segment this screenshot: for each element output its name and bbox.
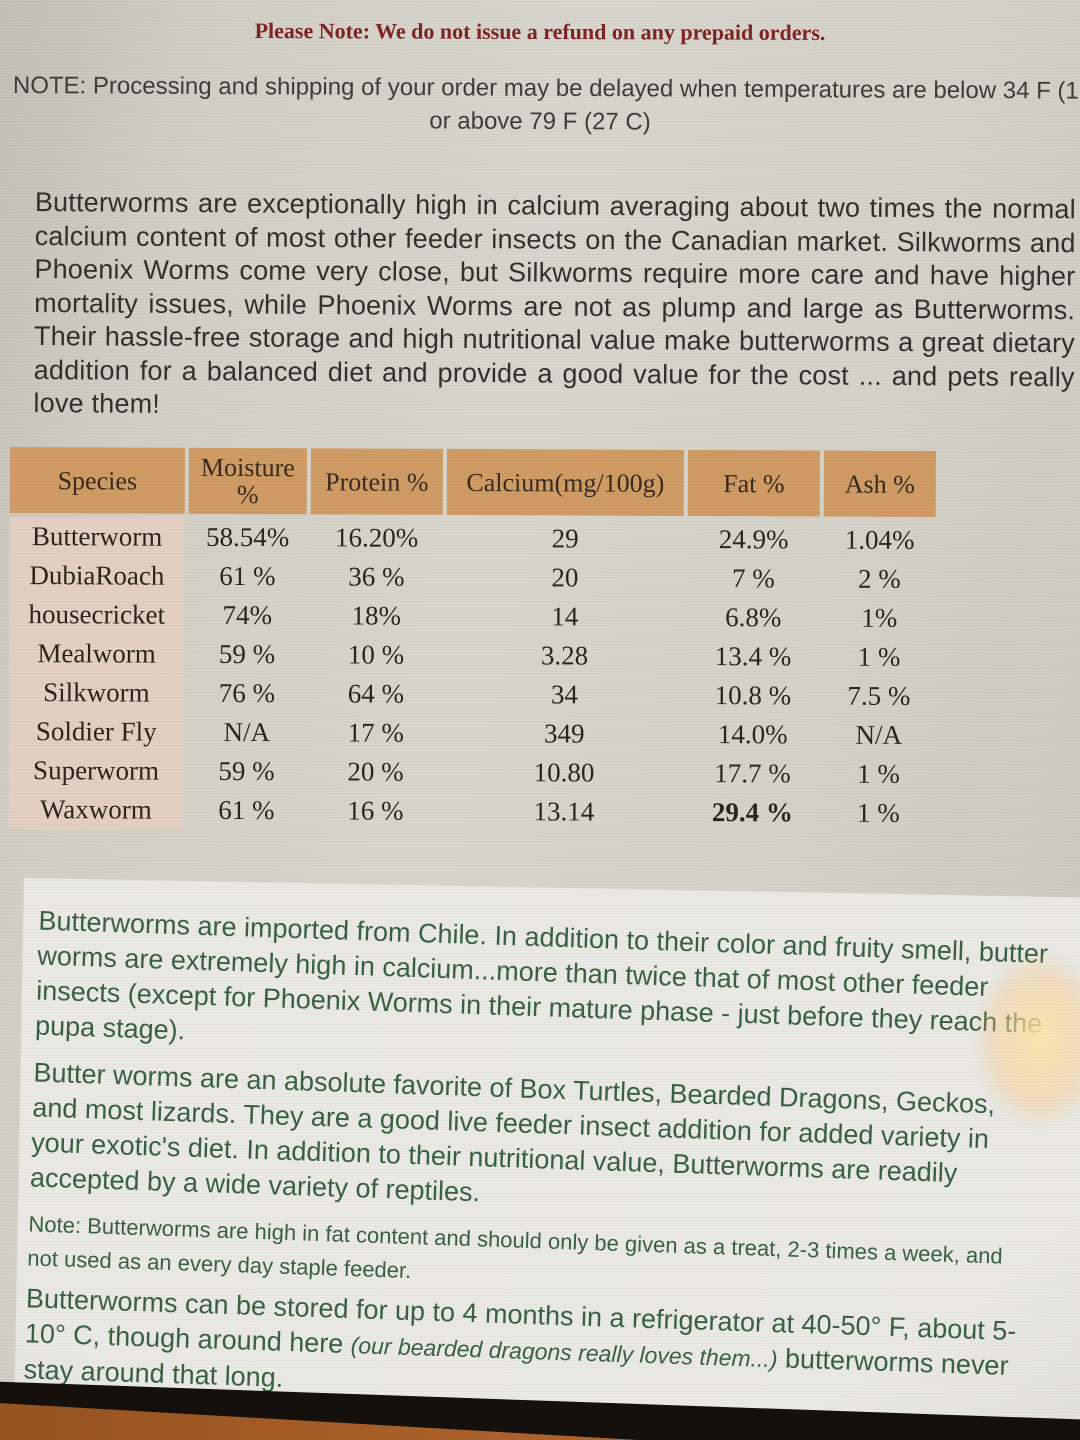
table-cell-species: Butterworm [9,516,185,557]
table-row: Silkworm 76 % 64 % 34 10.8 % 7.5 % [8,672,935,716]
table-cell: 20 % [347,756,404,787]
table-header-cell: Ash % [823,450,936,518]
details-paragraph-origin: Butterworms are imported from Chile. In … [34,905,1049,1046]
table-cell: 74% [222,599,273,631]
table-cell: 7.5 % [847,680,911,711]
table-row: DubiaRoach 61 % 36 % 20 7 % 2 % [9,555,935,599]
table-row: housecricket 74% 18% 14 6.8% 1% [9,594,935,638]
table-cell: 58.54% [205,521,290,553]
table-cell: N/A [855,719,903,750]
table-cell: 14.0% [717,719,788,750]
table-cell-species: DubiaRoach [9,555,185,596]
table-row: Superworm 59 % 20 % 10.80 17.7 % 1 % [8,750,935,794]
details-panel: Butterworms are imported from Chile. In … [12,878,1080,1440]
table-cell-species: Waxworm [8,789,184,830]
table-cell: 24.9% [718,524,789,555]
table-cell: 16 % [347,795,404,826]
table-cell: 1 % [856,797,900,828]
table-header-cell: Protein % [310,448,443,515]
table-cell: 1.04% [844,524,915,555]
table-row: Butterworm 58.54% 16.20% 29 24.9% 1.04% [9,516,936,560]
table-body: Butterworm 58.54% 16.20% 29 24.9% 1.04% DubiaR… [8,516,936,833]
refund-notice: Please Note: We do not issue a refund on… [254,18,826,45]
table-cell: 1 % [857,758,901,789]
table-cell: 1 % [857,641,901,672]
table-cell: 29 [551,523,579,554]
table-cell-species: Silkworm [8,672,185,713]
table-cell: 61 % [218,794,275,826]
table-cell: 17.7 % [714,758,791,789]
table-cell: 59 % [218,755,275,787]
table-cell: 34 [550,679,578,710]
table-cell: 29.4 % [711,797,793,828]
table-cell: 76 % [218,677,276,709]
table-cell: 13.14 [533,796,595,827]
table-cell: 349 [543,718,585,749]
table-cell: 13.4 % [714,641,792,672]
shipping-notice-line2: or above 79 F (27 C) [429,107,651,136]
table-header-row: Species Moisture % Protein % Calcium(mg/100… [9,447,936,518]
table-cell-species: Soldier Fly [8,711,184,752]
table-cell-species: housecricket [9,594,185,635]
table-cell: 61 % [219,560,276,592]
table-cell: 10 % [347,639,405,670]
table-cell: 36 % [348,561,405,592]
table-cell: 2 % [857,563,901,594]
table-cell: 14 [551,601,579,632]
table-row: Soldier Fly N/A 17 % 349 14.0% N/A [8,711,935,755]
table-cell: 7 % [731,563,775,594]
table-cell-species: Mealworm [9,633,185,674]
table-header-cell: Fat % [687,449,820,517]
table-cell: 1% [861,602,898,633]
table-header-cell: Species [9,447,185,514]
table-cell: N/A [223,716,271,748]
table-cell: 17 % [347,717,404,748]
table-header-cell: Moisture % [188,447,307,515]
table-cell: 59 % [218,638,276,670]
table-cell: 3.28 [540,640,589,671]
table-cell: 20 [551,562,579,593]
table-cell: 10.80 [533,757,595,788]
table-row: Mealworm 59 % 10 % 3.28 13.4 % 1 % [9,633,935,677]
table-header-cell: Calcium(mg/100g) [446,448,684,516]
storage-text-italic: (our bearded dragons really loves them..… [350,1332,778,1373]
table-cell: 64 % [347,678,405,709]
nutrition-table: Species Moisture % Protein % Calcium(mg/100… [8,447,936,833]
details-paragraph-favorites: Butter worms are an absolute favorite of… [29,1057,996,1208]
table-cell: 10.8 % [714,680,792,711]
intro-paragraph: Butterworms are exceptionally high in ca… [33,186,1076,419]
table-cell: 16.20% [334,522,419,553]
table-cell-species: Superworm [8,750,184,791]
table-cell: 18% [351,600,402,631]
table-row: Waxworm 61 % 16 % 13.14 29.4 % 1 % [8,789,934,833]
table-cell: 6.8% [725,602,782,633]
shipping-notice-line1: NOTE: Processing and shipping of your or… [12,72,1079,105]
details-text: Butterworms are imported from Chile. In … [6,878,1080,1440]
